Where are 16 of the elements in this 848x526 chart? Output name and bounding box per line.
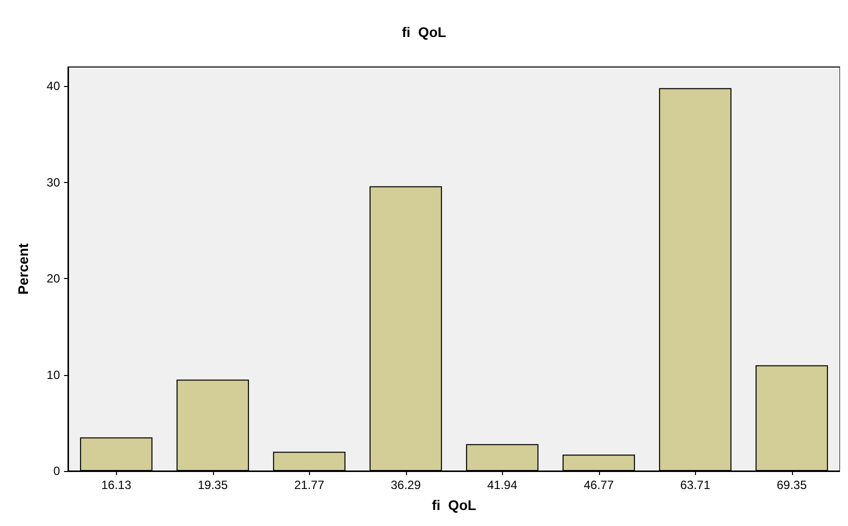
y-tick-label: 20 [46,272,60,286]
x-axis-title: fi QoL [432,497,477,513]
x-tick-label: 69.35 [776,478,808,492]
x-tick-label: 16.13 [101,478,132,492]
y-tick-label: 40 [46,79,60,94]
x-tick-label: 21.77 [294,478,325,492]
y-tick-label: 0 [53,464,60,478]
x-tick-label: 63.71 [680,478,711,492]
x-tick-label: 36.29 [390,478,422,492]
y-axis-title: Percent [15,242,31,295]
x-tick-label: 41.94 [487,478,518,492]
chart-title: fi QoL [402,24,447,40]
y-tick-label: 10 [46,368,60,382]
x-tick-label: 46.77 [584,478,614,492]
y-tick-label: 30 [46,175,60,190]
x-tick-label: 19.35 [198,478,228,492]
